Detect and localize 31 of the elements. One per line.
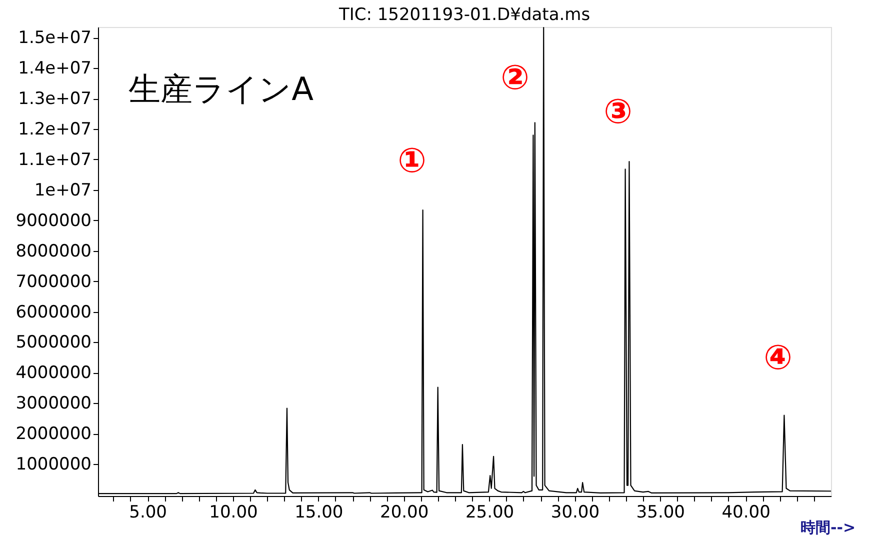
line-series (98, 27, 831, 494)
y-tick-label: 7000000 (16, 272, 92, 292)
y-tick-label: 4000000 (16, 363, 92, 384)
y-tick-label: 1000000 (16, 454, 92, 475)
chart-title: TIC: 15201193-01.D¥data.ms (338, 5, 590, 25)
y-tick-label: 1.1e+07 (18, 150, 92, 170)
y-tick-label: 9000000 (16, 210, 92, 231)
annotation: 生産ラインA (128, 70, 314, 108)
x-tick-label: 30.00 (550, 502, 600, 522)
annotation: ① (398, 141, 426, 181)
x-tick-label: 20.00 (380, 502, 429, 522)
y-tick-label: 5000000 (16, 332, 92, 353)
y-tick-label: 1.2e+07 (18, 120, 92, 140)
y-tick-label: 3000000 (16, 394, 92, 414)
x-tick-label: 10.00 (209, 502, 258, 522)
x-tick-label: 25.00 (465, 502, 514, 522)
y-tick-label: 1.3e+07 (18, 89, 92, 110)
x-axis-title: 時間--> (800, 518, 856, 536)
annotation: ④ (764, 338, 792, 378)
y-tick-label: 8000000 (16, 241, 92, 262)
annotation: ③ (604, 92, 632, 132)
x-tick-label: 15.00 (294, 502, 344, 522)
x-tick-label: 5.00 (129, 502, 167, 522)
y-tick-label: 1.4e+07 (18, 58, 92, 79)
y-tick-label: 2000000 (16, 424, 92, 444)
y-tick-label: 1.5e+07 (18, 28, 92, 48)
y-tick-label: 1e+07 (34, 180, 92, 200)
x-tick-label: 40.00 (722, 502, 770, 522)
x-tick-label: 35.00 (636, 502, 685, 522)
y-tick-label: 6000000 (16, 302, 92, 322)
annotation: ② (500, 58, 530, 98)
